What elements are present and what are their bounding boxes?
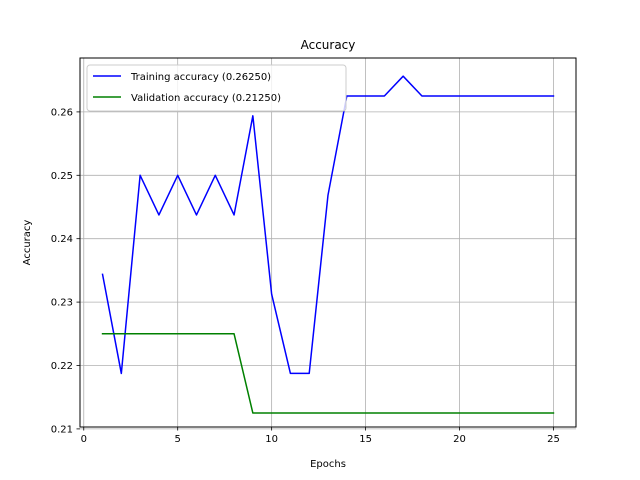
x-tick-label: 25 (547, 434, 560, 445)
plot-frame (79, 57, 577, 428)
x-axis-label: Epochs (310, 459, 346, 470)
x-tick-label: 0 (81, 434, 87, 445)
x-tick-label: 15 (359, 434, 372, 445)
x-tick-label: 20 (453, 434, 466, 445)
x-tick-label: 5 (175, 434, 181, 445)
y-tick-label: 0.21 (51, 424, 73, 435)
series-layer (101, 75, 555, 414)
y-tick-label: 0.24 (51, 234, 73, 245)
chart-title: Accuracy (301, 38, 356, 52)
y-axis-label: Accuracy (22, 220, 33, 266)
series-line-validation (101, 333, 555, 414)
y-tick-label: 0.22 (51, 361, 73, 372)
grid (80, 58, 576, 430)
y-tick-label: 0.26 (51, 107, 73, 118)
legend-box (86, 64, 347, 112)
legend: Training accuracy (0.26250) Validation a… (86, 64, 347, 112)
y-tick-label: 0.23 (51, 298, 73, 309)
axis-ticks: 0 5 10 15 20 25 0.21 0.22 0.23 0.24 0.25 0.26 (51, 107, 560, 445)
x-tick-label: 10 (265, 434, 278, 445)
legend-label-validation: Validation accuracy (0.21250) (131, 93, 281, 104)
y-tick-label: 0.25 (51, 171, 73, 182)
series-line-training (101, 75, 555, 375)
legend-label-training: Training accuracy (0.26250) (130, 72, 271, 83)
